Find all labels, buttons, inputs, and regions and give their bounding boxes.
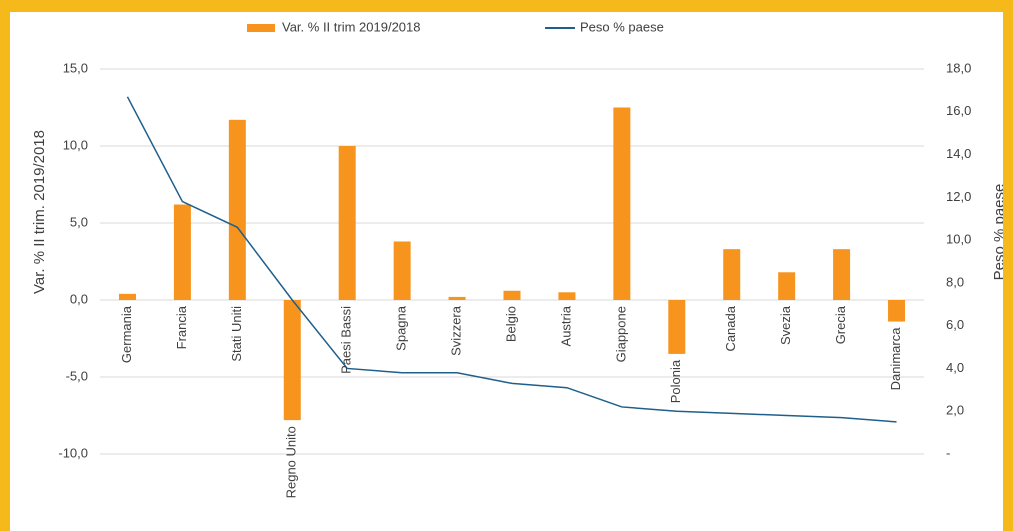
y-tick-label: -5,0 xyxy=(66,368,88,383)
y2-tick-label: 14,0 xyxy=(946,146,971,161)
x-tick-label: Polonia xyxy=(668,359,683,403)
x-tick-label: Spagna xyxy=(394,305,409,351)
x-tick-label: Danimarca xyxy=(888,327,903,391)
bar xyxy=(338,146,356,300)
x-tick-label: Stati Uniti xyxy=(229,306,244,362)
bar xyxy=(558,292,576,300)
x-tick-label: Germania xyxy=(119,305,134,363)
y2-tick-label: 6,0 xyxy=(946,317,964,332)
y-axis-title: Var. % II trim. 2019/2018 xyxy=(31,130,48,294)
y-tick-label: 10,0 xyxy=(63,137,88,152)
y-tick-label: 5,0 xyxy=(70,214,88,229)
legend-swatch xyxy=(247,24,275,32)
bar xyxy=(283,300,301,421)
x-tick-label: Austria xyxy=(558,305,573,346)
legend-label: Peso % paese xyxy=(580,19,664,34)
bar xyxy=(723,249,741,300)
x-tick-label: Svezia xyxy=(778,305,793,345)
x-tick-label: Paesi Bassi xyxy=(339,306,354,374)
bar xyxy=(833,249,851,300)
y2-tick-label: 8,0 xyxy=(946,274,964,289)
bar xyxy=(778,272,796,300)
bar xyxy=(888,300,906,322)
x-tick-label: Francia xyxy=(174,305,189,349)
y2-tick-label: 4,0 xyxy=(946,360,964,375)
bar xyxy=(118,293,136,300)
y2-tick-label: 10,0 xyxy=(946,232,971,247)
bar xyxy=(668,300,686,354)
y2-tick-label: 16,0 xyxy=(946,103,971,118)
y2-tick-label: - xyxy=(946,445,950,460)
bar xyxy=(448,296,466,300)
y2-tick-label: 2,0 xyxy=(946,403,964,418)
y2-tick-label: 12,0 xyxy=(946,189,971,204)
y-tick-label: -10,0 xyxy=(58,445,88,460)
x-tick-label: Grecia xyxy=(833,305,848,344)
bar xyxy=(393,241,411,300)
bar xyxy=(613,107,631,300)
bar xyxy=(228,119,246,300)
x-tick-label: Canada xyxy=(723,305,738,351)
line xyxy=(126,96,897,423)
x-tick-label: Svizzera xyxy=(449,305,464,356)
y-tick-label: 0,0 xyxy=(70,291,88,306)
legend-label: Var. % II trim 2019/2018 xyxy=(282,19,421,34)
y2-axis-title: Peso % paese xyxy=(991,184,1003,281)
y2-tick-label: 18,0 xyxy=(946,60,971,75)
chart: Var. % II trim. 2019/2018 Peso % paese -… xyxy=(10,12,1003,531)
x-tick-label: Giappone xyxy=(613,306,628,362)
x-tick-label: Belgio xyxy=(503,306,518,342)
x-tick-label: Regno Unito xyxy=(284,426,299,498)
bar xyxy=(503,290,521,300)
bar xyxy=(173,204,191,300)
y-tick-label: 15,0 xyxy=(63,60,88,75)
